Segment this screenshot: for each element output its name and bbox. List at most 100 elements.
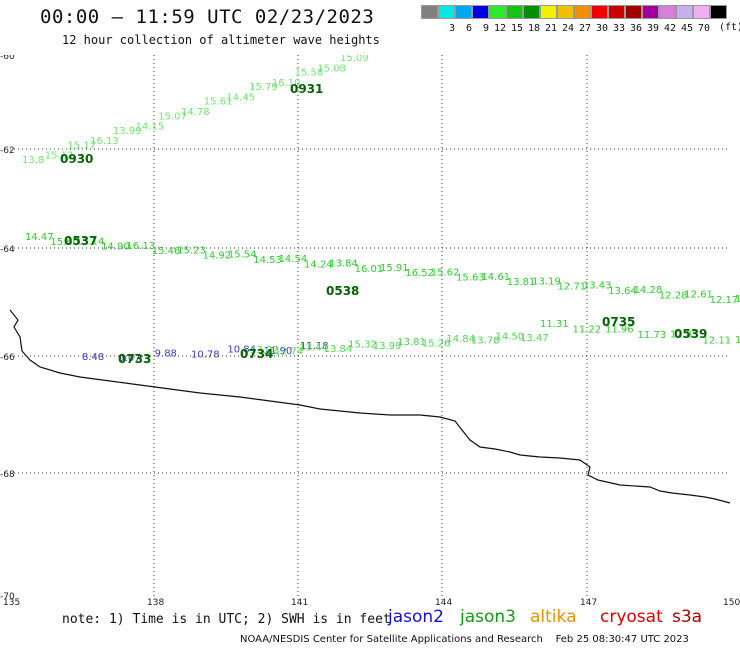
- scale-label: 3: [448, 23, 455, 34]
- swh-value: 15.32: [348, 340, 377, 351]
- swh-value: 14.92: [203, 251, 232, 262]
- scale-swatch: [710, 5, 727, 19]
- swh-value: 12.28: [659, 290, 688, 301]
- lat-tick-label: -64: [0, 245, 15, 255]
- swh-value: 8.48: [82, 352, 104, 363]
- swh-value: 10.78: [191, 350, 220, 361]
- scale-swatch: [642, 5, 659, 19]
- lat-tick-label: -68: [0, 470, 15, 480]
- lon-tick-label: 150: [723, 598, 740, 605]
- swh-value: 11.31: [540, 319, 569, 330]
- scale-swatch: [557, 5, 574, 19]
- scale-label: 39: [646, 23, 659, 34]
- scale-label: 36: [629, 23, 642, 34]
- swh-value: 15.09: [340, 55, 369, 64]
- credit-line: NOAA/NESDIS Center for Satellite Applica…: [240, 634, 689, 645]
- swh-value: 12.74: [275, 347, 304, 358]
- legend-cryosat: cryosat: [600, 607, 663, 627]
- legend-s3a: s3a: [672, 607, 703, 627]
- legend-altika: altika: [530, 607, 577, 627]
- swh-value: 9.88: [155, 348, 177, 359]
- swh-value: 15.62: [431, 267, 460, 278]
- swh-value: 15.54: [228, 250, 257, 261]
- scale-swatch: [540, 5, 557, 19]
- scale-label: 70: [697, 23, 710, 34]
- swh-value: 13.44: [299, 342, 328, 353]
- pass-time-label: 0537: [64, 234, 97, 248]
- lat-tick-label: -70: [0, 592, 15, 602]
- swh-value: 15.91: [380, 263, 409, 274]
- swh-value: 14.90: [101, 242, 130, 253]
- swh-value: 15.46: [152, 246, 181, 257]
- swh-value: 15.26: [422, 338, 451, 349]
- pass-time-label: 0538: [326, 284, 359, 298]
- pass-time-label: 0930: [60, 152, 93, 166]
- scale-swatch: [421, 5, 438, 19]
- lon-tick-label: 138: [147, 598, 164, 605]
- swh-value: 13.43: [583, 281, 612, 292]
- scale-swatch: [591, 5, 608, 19]
- swh-value: 13.81: [397, 337, 426, 348]
- swh-value: 16.01: [355, 264, 384, 275]
- swh-value: 15.08: [317, 63, 346, 74]
- pass-time-label: 0733: [118, 352, 151, 366]
- swh-value: 12.12: [735, 294, 740, 305]
- lon-tick-label: 147: [580, 598, 597, 605]
- scale-swatch: [455, 5, 472, 19]
- lat-tick-label: -60: [0, 55, 15, 62]
- map-subtitle: 12 hour collection of altimeter wave hei…: [62, 33, 380, 47]
- lat-tick-label: -66: [0, 353, 15, 363]
- swh-value: 15.60: [50, 237, 79, 248]
- swh-value: 14.15: [136, 122, 165, 133]
- swh-value: 13.47: [520, 333, 549, 344]
- swh-value: 16.13: [126, 241, 155, 252]
- swh-value: 13.81: [507, 277, 536, 288]
- color-scale: 3 6 9 12 15 18 21 24 27 30 33 36 39 42 45 70: [421, 5, 727, 34]
- swh-value: 10.84: [227, 345, 256, 356]
- coastline: [9, 309, 731, 504]
- swh-value: 14.84: [446, 334, 475, 345]
- swh-value: 12.17: [710, 295, 739, 306]
- scale-swatch: [489, 5, 506, 19]
- swh-value: 13.84: [324, 344, 353, 355]
- swh-value: 15.61: [204, 97, 233, 108]
- swh-value: 14.53: [253, 255, 282, 266]
- swh-value: 16.52: [405, 268, 434, 279]
- footer-note: note: 1) Time is in UTC; 2) SWH is in fe…: [62, 612, 391, 627]
- swh-value: 14.54: [279, 254, 308, 265]
- scale-swatch: [472, 5, 489, 19]
- scale-swatch: [676, 5, 693, 19]
- swh-value: 14.50: [495, 331, 524, 342]
- swh-value: 15.07: [158, 111, 187, 122]
- swh-value: 14.45: [226, 92, 255, 103]
- swh-value: 14.78: [181, 107, 210, 118]
- swh-value: 16.13: [90, 136, 119, 147]
- swh-value: 15.79: [249, 82, 278, 93]
- swh-value: 11.8: [735, 335, 740, 346]
- swh-value: 15.23: [177, 245, 206, 256]
- swh-value: 12.11: [703, 335, 732, 346]
- legend-jason2: jason2: [388, 607, 444, 627]
- scale-swatch: [523, 5, 540, 19]
- swh-value: 11.73: [638, 330, 667, 341]
- scale-label: 9: [482, 23, 489, 34]
- scale-label: 12: [493, 23, 506, 34]
- swh-value: 9.07: [118, 353, 140, 364]
- swh-value: 13.64: [608, 286, 637, 297]
- swh-value: 15.12: [45, 151, 74, 162]
- lon-tick-label: 141: [291, 598, 308, 605]
- swh-value: 11.96: [605, 324, 634, 335]
- scale-label: 42: [663, 23, 676, 34]
- scale-swatch: [693, 5, 710, 19]
- swh-value: 14.61: [481, 272, 510, 283]
- scale-swatch: [506, 5, 523, 19]
- scale-label: 6: [465, 23, 472, 34]
- lat-tick-label: -62: [0, 146, 15, 156]
- scale-label: 24: [561, 23, 574, 34]
- legend-jason3: jason3: [460, 607, 516, 627]
- scale-label: 45: [680, 23, 693, 34]
- lon-tick-label: 135: [3, 598, 20, 605]
- swh-value: 14.47: [25, 232, 54, 243]
- pass-time-label: 0734: [240, 347, 273, 361]
- swh-value: 15.14: [76, 236, 105, 247]
